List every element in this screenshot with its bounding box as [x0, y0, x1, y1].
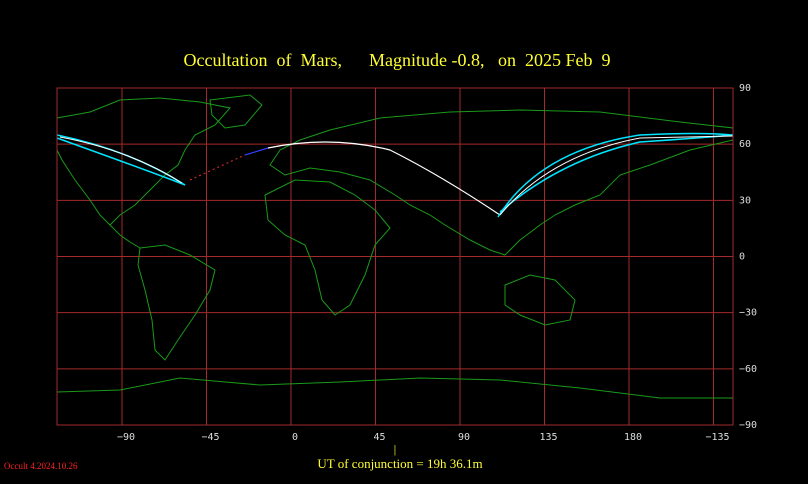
conjunction-time: UT of conjunction = 19h 36.1m: [317, 456, 482, 471]
north-america: [56, 97, 231, 226]
y-tick-label: 30: [739, 195, 751, 206]
map-title: Occultation of Mars, Magnitude -0.8, on …: [184, 50, 611, 70]
greenland: [209, 94, 263, 129]
africa: [264, 179, 391, 316]
path-daylight: [189, 154, 246, 181]
path-center-asia: [499, 135, 734, 216]
y-tick-label: 60: [739, 139, 751, 150]
x-tick-label: 180: [624, 432, 642, 443]
south-america: [137, 244, 216, 361]
y-tick-label: 90: [739, 83, 751, 94]
map-frame: [56, 87, 734, 426]
antarctica: [56, 377, 733, 399]
x-tick-label: 90: [458, 432, 470, 443]
australia: [504, 274, 576, 326]
conjunction-marker: |: [394, 442, 396, 456]
grid: [57, 88, 733, 425]
path-center-east: [267, 141, 501, 216]
version-label: Occult 4.2024.10.26: [4, 461, 78, 471]
y-tick-label: −90: [739, 420, 757, 431]
y-tick-label: 0: [739, 252, 745, 263]
path-twilight: [244, 147, 269, 156]
x-tick-label: −135: [705, 432, 729, 443]
eurasia: [269, 109, 734, 256]
axis-labels: −90 −45 0 45 90 135 180 −135 90 60 30 0 −30 −60 −90: [117, 83, 757, 443]
x-tick-label: −90: [117, 432, 135, 443]
x-tick-label: 135: [539, 432, 557, 443]
path-center-west: [59, 136, 183, 184]
y-tick-label: −30: [739, 308, 757, 319]
x-tick-label: −45: [201, 432, 219, 443]
continents: [56, 94, 734, 399]
y-tick-label: −60: [739, 364, 757, 375]
central-america: [109, 224, 141, 249]
x-tick-label: 45: [373, 432, 385, 443]
x-tick-label: 0: [292, 432, 298, 443]
